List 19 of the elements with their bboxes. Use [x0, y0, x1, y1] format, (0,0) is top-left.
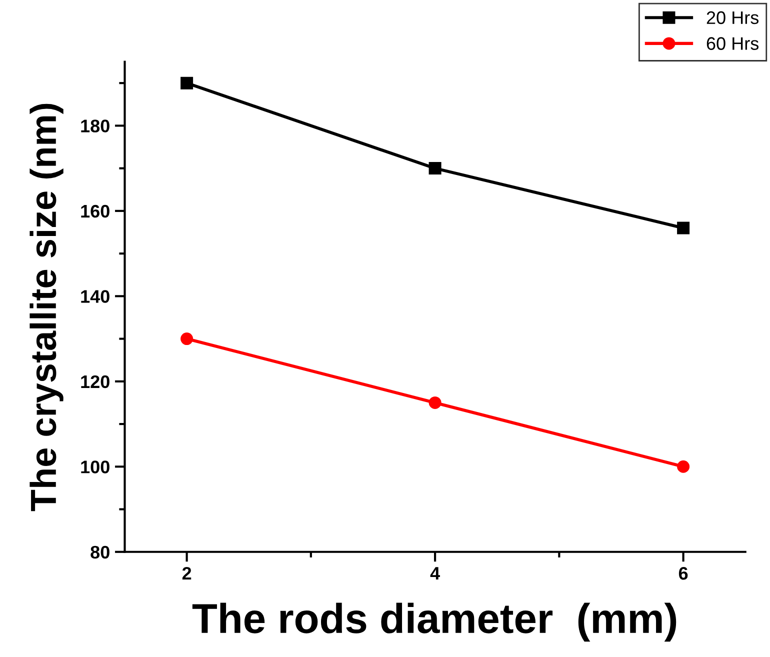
y-tick-label: 160 — [81, 204, 110, 218]
y-tick-label: 180 — [81, 120, 110, 132]
y-tick-label: 80 — [90, 546, 110, 559]
x-tick-label: 2 — [182, 566, 192, 580]
x-tick-label: 6 — [678, 566, 688, 580]
legend-label: 60 Hrs — [706, 37, 759, 50]
y-tick-label: 100 — [81, 460, 110, 474]
x-axis-title: The rods diameter (mm) — [192, 602, 676, 642]
x-tick-label: 4 — [430, 567, 440, 580]
y-tick-label: 120 — [81, 375, 110, 388]
point — [677, 460, 690, 473]
y-tick-label: 140 — [81, 290, 110, 303]
point — [428, 396, 442, 409]
point — [180, 76, 194, 90]
y-axis-title: The crystallite size (nm) — [30, 104, 64, 512]
point — [428, 162, 442, 175]
legend-label: 20 Hrs — [706, 11, 759, 24]
point — [180, 332, 194, 346]
point — [677, 222, 690, 234]
